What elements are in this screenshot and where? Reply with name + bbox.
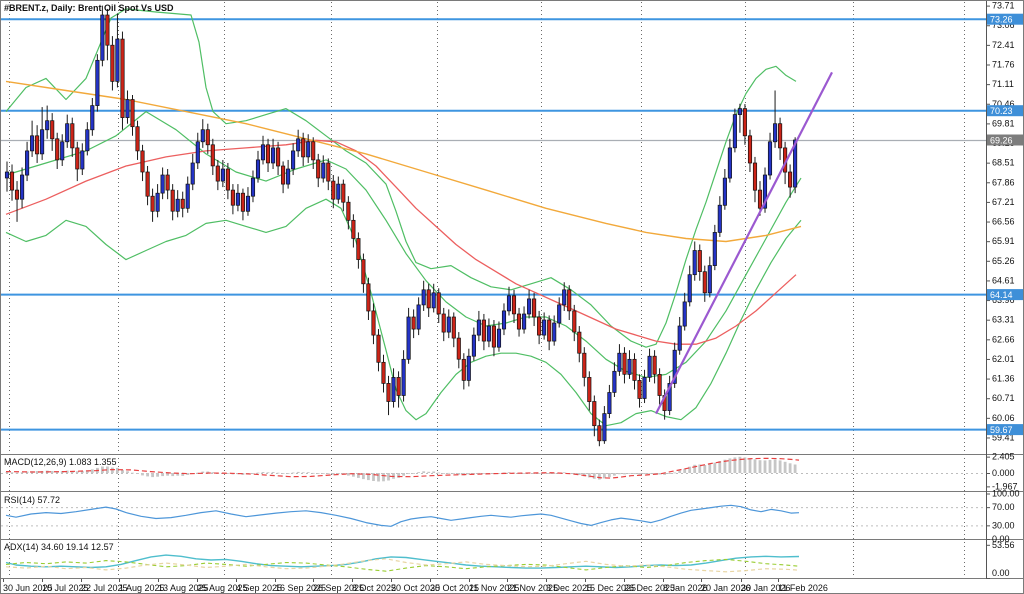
svg-text:2.405: 2.405 bbox=[992, 452, 1015, 462]
svg-text:62.01: 62.01 bbox=[992, 354, 1015, 364]
rsi-indicator-label: RSI(14) 57.72 bbox=[4, 495, 61, 505]
svg-text:71.11: 71.11 bbox=[992, 79, 1014, 89]
svg-text:-1.967: -1.967 bbox=[992, 481, 1018, 491]
time-axis[interactable] bbox=[1, 576, 1023, 593]
svg-text:21 Nov 2025: 21 Nov 2025 bbox=[507, 583, 558, 593]
adx-indicator-label: ADX(14) 34.60 19.14 12.57 bbox=[4, 542, 114, 552]
macd-indicator-label: MACD(12,26,9) 1.083 1.355 bbox=[4, 457, 117, 467]
svg-text:0.00: 0.00 bbox=[992, 534, 1010, 544]
svg-text:8 Jan 2026: 8 Jan 2026 bbox=[663, 583, 708, 593]
svg-text:71.76: 71.76 bbox=[992, 60, 1015, 70]
svg-text:67.86: 67.86 bbox=[992, 177, 1015, 187]
svg-text:72.41: 72.41 bbox=[992, 40, 1015, 50]
svg-text:11 Nov 2025: 11 Nov 2025 bbox=[469, 583, 519, 593]
svg-text:59.41: 59.41 bbox=[992, 432, 1015, 442]
svg-text:100.00: 100.00 bbox=[992, 489, 1020, 499]
svg-text:22 Jul 2025: 22 Jul 2025 bbox=[81, 583, 128, 593]
svg-text:0.00: 0.00 bbox=[992, 568, 1010, 578]
svg-text:70.23: 70.23 bbox=[990, 106, 1013, 116]
svg-text:68.51: 68.51 bbox=[992, 158, 1015, 168]
svg-text:73.71: 73.71 bbox=[992, 1, 1015, 11]
svg-text:20 Oct 2025: 20 Oct 2025 bbox=[391, 583, 440, 593]
svg-text:20 Jan 2026: 20 Jan 2026 bbox=[701, 583, 751, 593]
svg-text:0.000: 0.000 bbox=[992, 468, 1015, 478]
svg-text:73.06: 73.06 bbox=[992, 20, 1015, 30]
svg-text:3 Dec 2025: 3 Dec 2025 bbox=[546, 583, 592, 593]
svg-text:26 Dec 2025: 26 Dec 2025 bbox=[624, 583, 675, 593]
svg-text:59.67: 59.67 bbox=[990, 425, 1013, 435]
svg-text:66.56: 66.56 bbox=[992, 217, 1015, 227]
price-axis[interactable] bbox=[984, 1, 1023, 578]
svg-text:15 Dec 2025: 15 Dec 2025 bbox=[585, 583, 636, 593]
svg-text:30 Jun 2025: 30 Jun 2025 bbox=[3, 583, 53, 593]
svg-text:65.91: 65.91 bbox=[992, 236, 1015, 246]
svg-text:25 Aug 2025: 25 Aug 2025 bbox=[197, 583, 248, 593]
svg-text:8 Oct 2025: 8 Oct 2025 bbox=[352, 583, 396, 593]
svg-text:1 Aug 2025: 1 Aug 2025 bbox=[119, 583, 165, 593]
svg-text:63.31: 63.31 bbox=[992, 315, 1015, 325]
svg-text:61.36: 61.36 bbox=[992, 374, 1015, 384]
svg-text:30.00: 30.00 bbox=[992, 520, 1015, 530]
svg-text:73.26: 73.26 bbox=[990, 15, 1013, 25]
svg-text:69.81: 69.81 bbox=[992, 118, 1015, 128]
svg-text:70.00: 70.00 bbox=[992, 502, 1015, 512]
svg-text:62.66: 62.66 bbox=[992, 334, 1015, 344]
svg-text:69.26: 69.26 bbox=[990, 136, 1013, 146]
svg-text:64.14: 64.14 bbox=[990, 290, 1013, 300]
svg-text:53.56: 53.56 bbox=[992, 540, 1015, 550]
svg-text:64.61: 64.61 bbox=[992, 275, 1015, 285]
svg-text:13 Aug 2025: 13 Aug 2025 bbox=[158, 583, 209, 593]
svg-text:70.46: 70.46 bbox=[992, 99, 1015, 109]
svg-text:16 Sep 2025: 16 Sep 2025 bbox=[275, 583, 326, 593]
svg-text:11 Feb 2026: 11 Feb 2026 bbox=[778, 583, 828, 593]
svg-text:10 Jul 2025: 10 Jul 2025 bbox=[42, 583, 89, 593]
svg-text:30 Jan 2026: 30 Jan 2026 bbox=[741, 583, 791, 593]
svg-text:60.71: 60.71 bbox=[992, 393, 1015, 403]
svg-text:67.21: 67.21 bbox=[992, 197, 1015, 207]
chart-title: #BRENT.z, Daily: Brent Oil Spot Vs USD bbox=[4, 3, 174, 13]
svg-text:26 Sep 2025: 26 Sep 2025 bbox=[313, 583, 364, 593]
svg-text:60.06: 60.06 bbox=[992, 413, 1015, 423]
svg-text:30 Oct 2025: 30 Oct 2025 bbox=[430, 583, 479, 593]
svg-text:65.26: 65.26 bbox=[992, 256, 1015, 266]
svg-text:4 Sep 2025: 4 Sep 2025 bbox=[236, 583, 282, 593]
